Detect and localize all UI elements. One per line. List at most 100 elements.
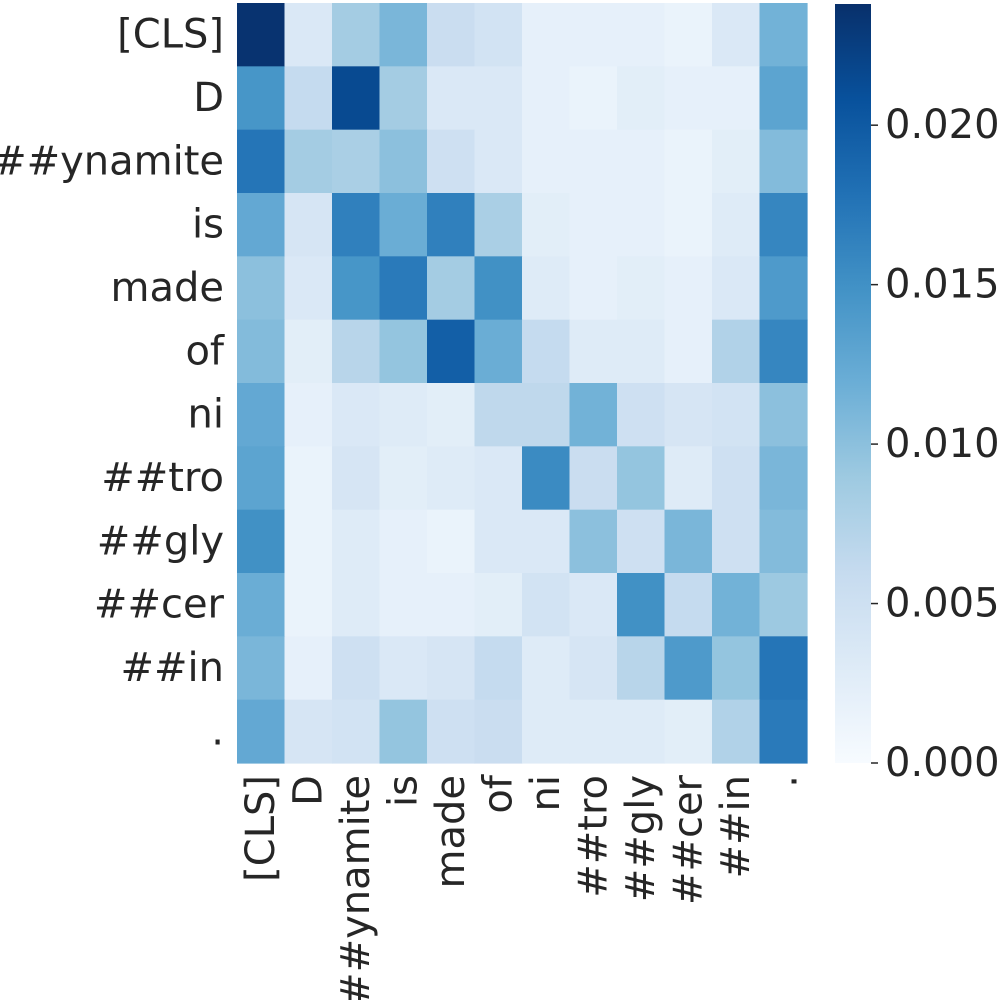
heatmap-cell bbox=[569, 319, 618, 384]
column-tick-label: [CLS] bbox=[238, 775, 284, 882]
heatmap-cell bbox=[332, 193, 381, 257]
heatmap-cell bbox=[379, 193, 428, 257]
colorbar-tick-label: 0.015 bbox=[885, 262, 1000, 308]
heatmap-cell bbox=[522, 193, 571, 257]
heatmap-cell bbox=[237, 636, 286, 701]
heatmap-cell bbox=[664, 66, 713, 131]
heatmap-cell bbox=[237, 699, 286, 764]
heatmap-cell bbox=[522, 66, 571, 131]
heatmap-cell bbox=[237, 319, 286, 384]
heatmap-cell bbox=[569, 66, 618, 131]
heatmap-cell bbox=[284, 319, 333, 384]
heatmap-cell bbox=[474, 699, 523, 764]
heatmap-cell bbox=[379, 383, 428, 447]
heatmap-cell bbox=[379, 636, 428, 701]
heatmap-cell bbox=[427, 636, 476, 701]
heatmap-cell bbox=[379, 66, 428, 131]
heatmap-cell bbox=[522, 3, 571, 67]
heatmap-cell bbox=[759, 699, 808, 764]
heatmap-cell bbox=[664, 636, 713, 701]
heatmap-cell bbox=[427, 66, 476, 131]
heatmap-cell bbox=[712, 256, 761, 321]
heatmap-cell bbox=[569, 446, 618, 511]
heatmap-cell bbox=[664, 446, 713, 511]
heatmap-cell bbox=[474, 383, 523, 447]
heatmap-cell bbox=[664, 193, 713, 257]
heatmap-cell bbox=[284, 636, 333, 701]
heatmap-cell bbox=[712, 383, 761, 447]
heatmap-cell bbox=[712, 509, 761, 574]
row-tick-label: ##gly bbox=[97, 518, 224, 564]
heatmap-cell bbox=[569, 193, 618, 257]
heatmap-cell bbox=[712, 3, 761, 67]
heatmap-cell bbox=[237, 446, 286, 511]
heatmap-cell bbox=[617, 66, 666, 131]
heatmap-cell bbox=[712, 319, 761, 384]
heatmap-cell bbox=[759, 573, 808, 637]
column-tick-label: ##tro bbox=[570, 775, 616, 898]
heatmap-cell bbox=[427, 256, 476, 321]
heatmap-cell bbox=[332, 636, 381, 701]
heatmap-cell bbox=[284, 129, 333, 194]
heatmap-cell bbox=[474, 66, 523, 131]
colorbar-tick-label: 0.010 bbox=[885, 421, 1000, 467]
heatmap-cell bbox=[569, 383, 618, 447]
heatmap-cell bbox=[237, 573, 286, 637]
column-tick-label: of bbox=[475, 774, 521, 813]
heatmap-cell bbox=[237, 66, 286, 131]
heatmap-cell bbox=[379, 256, 428, 321]
column-tick-label: ni bbox=[523, 775, 569, 811]
column-tick-label: ##gly bbox=[618, 775, 664, 902]
row-tick-labels: [CLS] D ##ynamite is made of ni ##tro ##gly ##cer… bbox=[0, 12, 225, 755]
heatmap-cell bbox=[617, 636, 666, 701]
heatmap-cell bbox=[522, 636, 571, 701]
heatmap-cell bbox=[284, 699, 333, 764]
row-tick-label: ##in bbox=[121, 645, 225, 691]
heatmap-cell bbox=[284, 383, 333, 447]
heatmap-cell bbox=[664, 129, 713, 194]
column-tick-label: ##in bbox=[713, 775, 759, 879]
heatmap-cell bbox=[664, 319, 713, 384]
heatmap-cell bbox=[427, 3, 476, 67]
heatmap-cell bbox=[759, 66, 808, 131]
colorbar-tick-label: 0.005 bbox=[885, 581, 1000, 627]
heatmap-cell bbox=[712, 66, 761, 131]
heatmap-cell bbox=[379, 129, 428, 194]
heatmap-cell bbox=[522, 573, 571, 637]
heatmap-cell bbox=[522, 383, 571, 447]
heatmap-cell bbox=[379, 573, 428, 637]
heatmap-cell bbox=[237, 509, 286, 574]
heatmap-cell bbox=[617, 129, 666, 194]
column-tick-label: ##cer bbox=[665, 774, 711, 905]
row-tick-label: D bbox=[193, 75, 224, 121]
heatmap-cell bbox=[664, 573, 713, 637]
colorbar-ticks: 0.000 0.005 0.010 0.015 0.020 bbox=[871, 102, 1000, 786]
heatmap-cell bbox=[474, 129, 523, 194]
heatmap-cell bbox=[569, 509, 618, 574]
heatmap-cell bbox=[712, 573, 761, 637]
heatmap-cell bbox=[332, 66, 381, 131]
heatmap-cell bbox=[664, 383, 713, 447]
heatmap-cell bbox=[569, 573, 618, 637]
heatmap-cell bbox=[522, 699, 571, 764]
heatmap-cell bbox=[427, 573, 476, 637]
heatmap-cell bbox=[332, 129, 381, 194]
row-tick-label: ##cer bbox=[94, 582, 225, 628]
heatmap-cell bbox=[284, 509, 333, 574]
heatmap-cell bbox=[284, 3, 333, 67]
heatmap-cell bbox=[522, 319, 571, 384]
heatmap-cell bbox=[759, 256, 808, 321]
row-tick-label: of bbox=[185, 328, 224, 374]
heatmap-cell bbox=[617, 573, 666, 637]
heatmap-cell bbox=[617, 699, 666, 764]
heatmap-cell bbox=[712, 636, 761, 701]
heatmap-cell bbox=[237, 3, 286, 67]
heatmap-cell bbox=[379, 509, 428, 574]
heatmap-cell bbox=[759, 383, 808, 447]
heatmap-cell bbox=[759, 129, 808, 194]
heatmap-cell bbox=[332, 446, 381, 511]
heatmap-cell bbox=[759, 446, 808, 511]
heatmap-cell bbox=[664, 509, 713, 574]
column-tick-label: is bbox=[380, 775, 426, 807]
